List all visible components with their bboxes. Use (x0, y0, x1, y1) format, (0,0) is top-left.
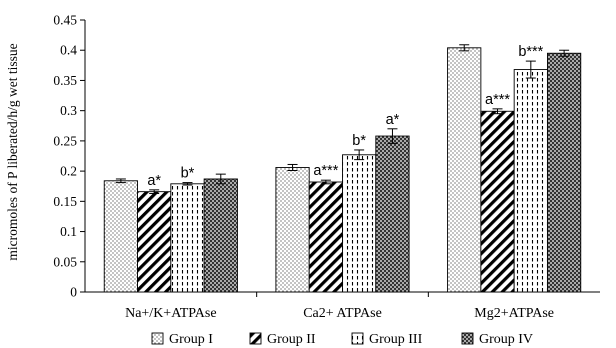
x-category-label: Mg2+ATPAse (474, 306, 554, 321)
y-tick-label: 0 (70, 285, 77, 300)
bar (137, 191, 172, 293)
bar (447, 47, 482, 293)
significance-label: b*** (518, 44, 543, 60)
y-axis-ticks: 0 0.05 0.1 0.15 0.2 0.25 0.3 0.35 0.4 0.45 (53, 13, 86, 300)
bar (308, 181, 343, 293)
legend-swatch (351, 332, 364, 345)
y-tick-label: 0.45 (53, 13, 77, 28)
bar (203, 178, 238, 293)
bar (513, 69, 548, 293)
legend-label: Group III (369, 332, 423, 347)
bar (170, 183, 205, 293)
legend-swatch (249, 332, 262, 345)
x-axis-categories: Na+/K+ATPAse Ca2+ ATPAse Mg2+ATPAse (125, 306, 554, 321)
bar (103, 180, 138, 293)
y-tick-label: 0.2 (60, 164, 77, 179)
legend-label: Group IV (479, 332, 533, 347)
legend-swatch (461, 332, 474, 345)
bar (275, 167, 310, 293)
y-axis-title: micromoles of P liberated/h/g wet tissue (5, 43, 20, 260)
y-tick-label: 0.1 (60, 224, 77, 239)
bar (375, 135, 410, 293)
significance-label: b* (352, 133, 366, 149)
significance-label: a* (147, 173, 161, 189)
significance-label: a* (386, 112, 400, 128)
legend: Group I Group II Group III Group IV (151, 332, 533, 347)
y-tick-label: 0.15 (53, 194, 77, 209)
y-tick-label: 0.05 (53, 254, 77, 269)
significance-label: a*** (313, 163, 338, 179)
y-tick-label: 0.25 (53, 133, 77, 148)
x-category-label: Ca2+ ATPAse (303, 306, 382, 321)
bar (547, 52, 582, 293)
x-category-label: Na+/K+ATPAse (125, 306, 217, 321)
significance-label: a*** (485, 92, 510, 108)
y-tick-label: 0.3 (60, 103, 77, 118)
plot-area: a* a*** a*** b* b* b*** a* (85, 44, 600, 297)
legend-label: Group II (267, 332, 316, 347)
y-tick-label: 0.4 (60, 43, 77, 58)
y-tick-label: 0.35 (53, 73, 77, 88)
bar (480, 110, 515, 293)
bar (342, 154, 377, 293)
legend-label: Group I (169, 332, 213, 347)
legend-swatch (151, 332, 164, 345)
significance-label: b* (181, 166, 195, 182)
